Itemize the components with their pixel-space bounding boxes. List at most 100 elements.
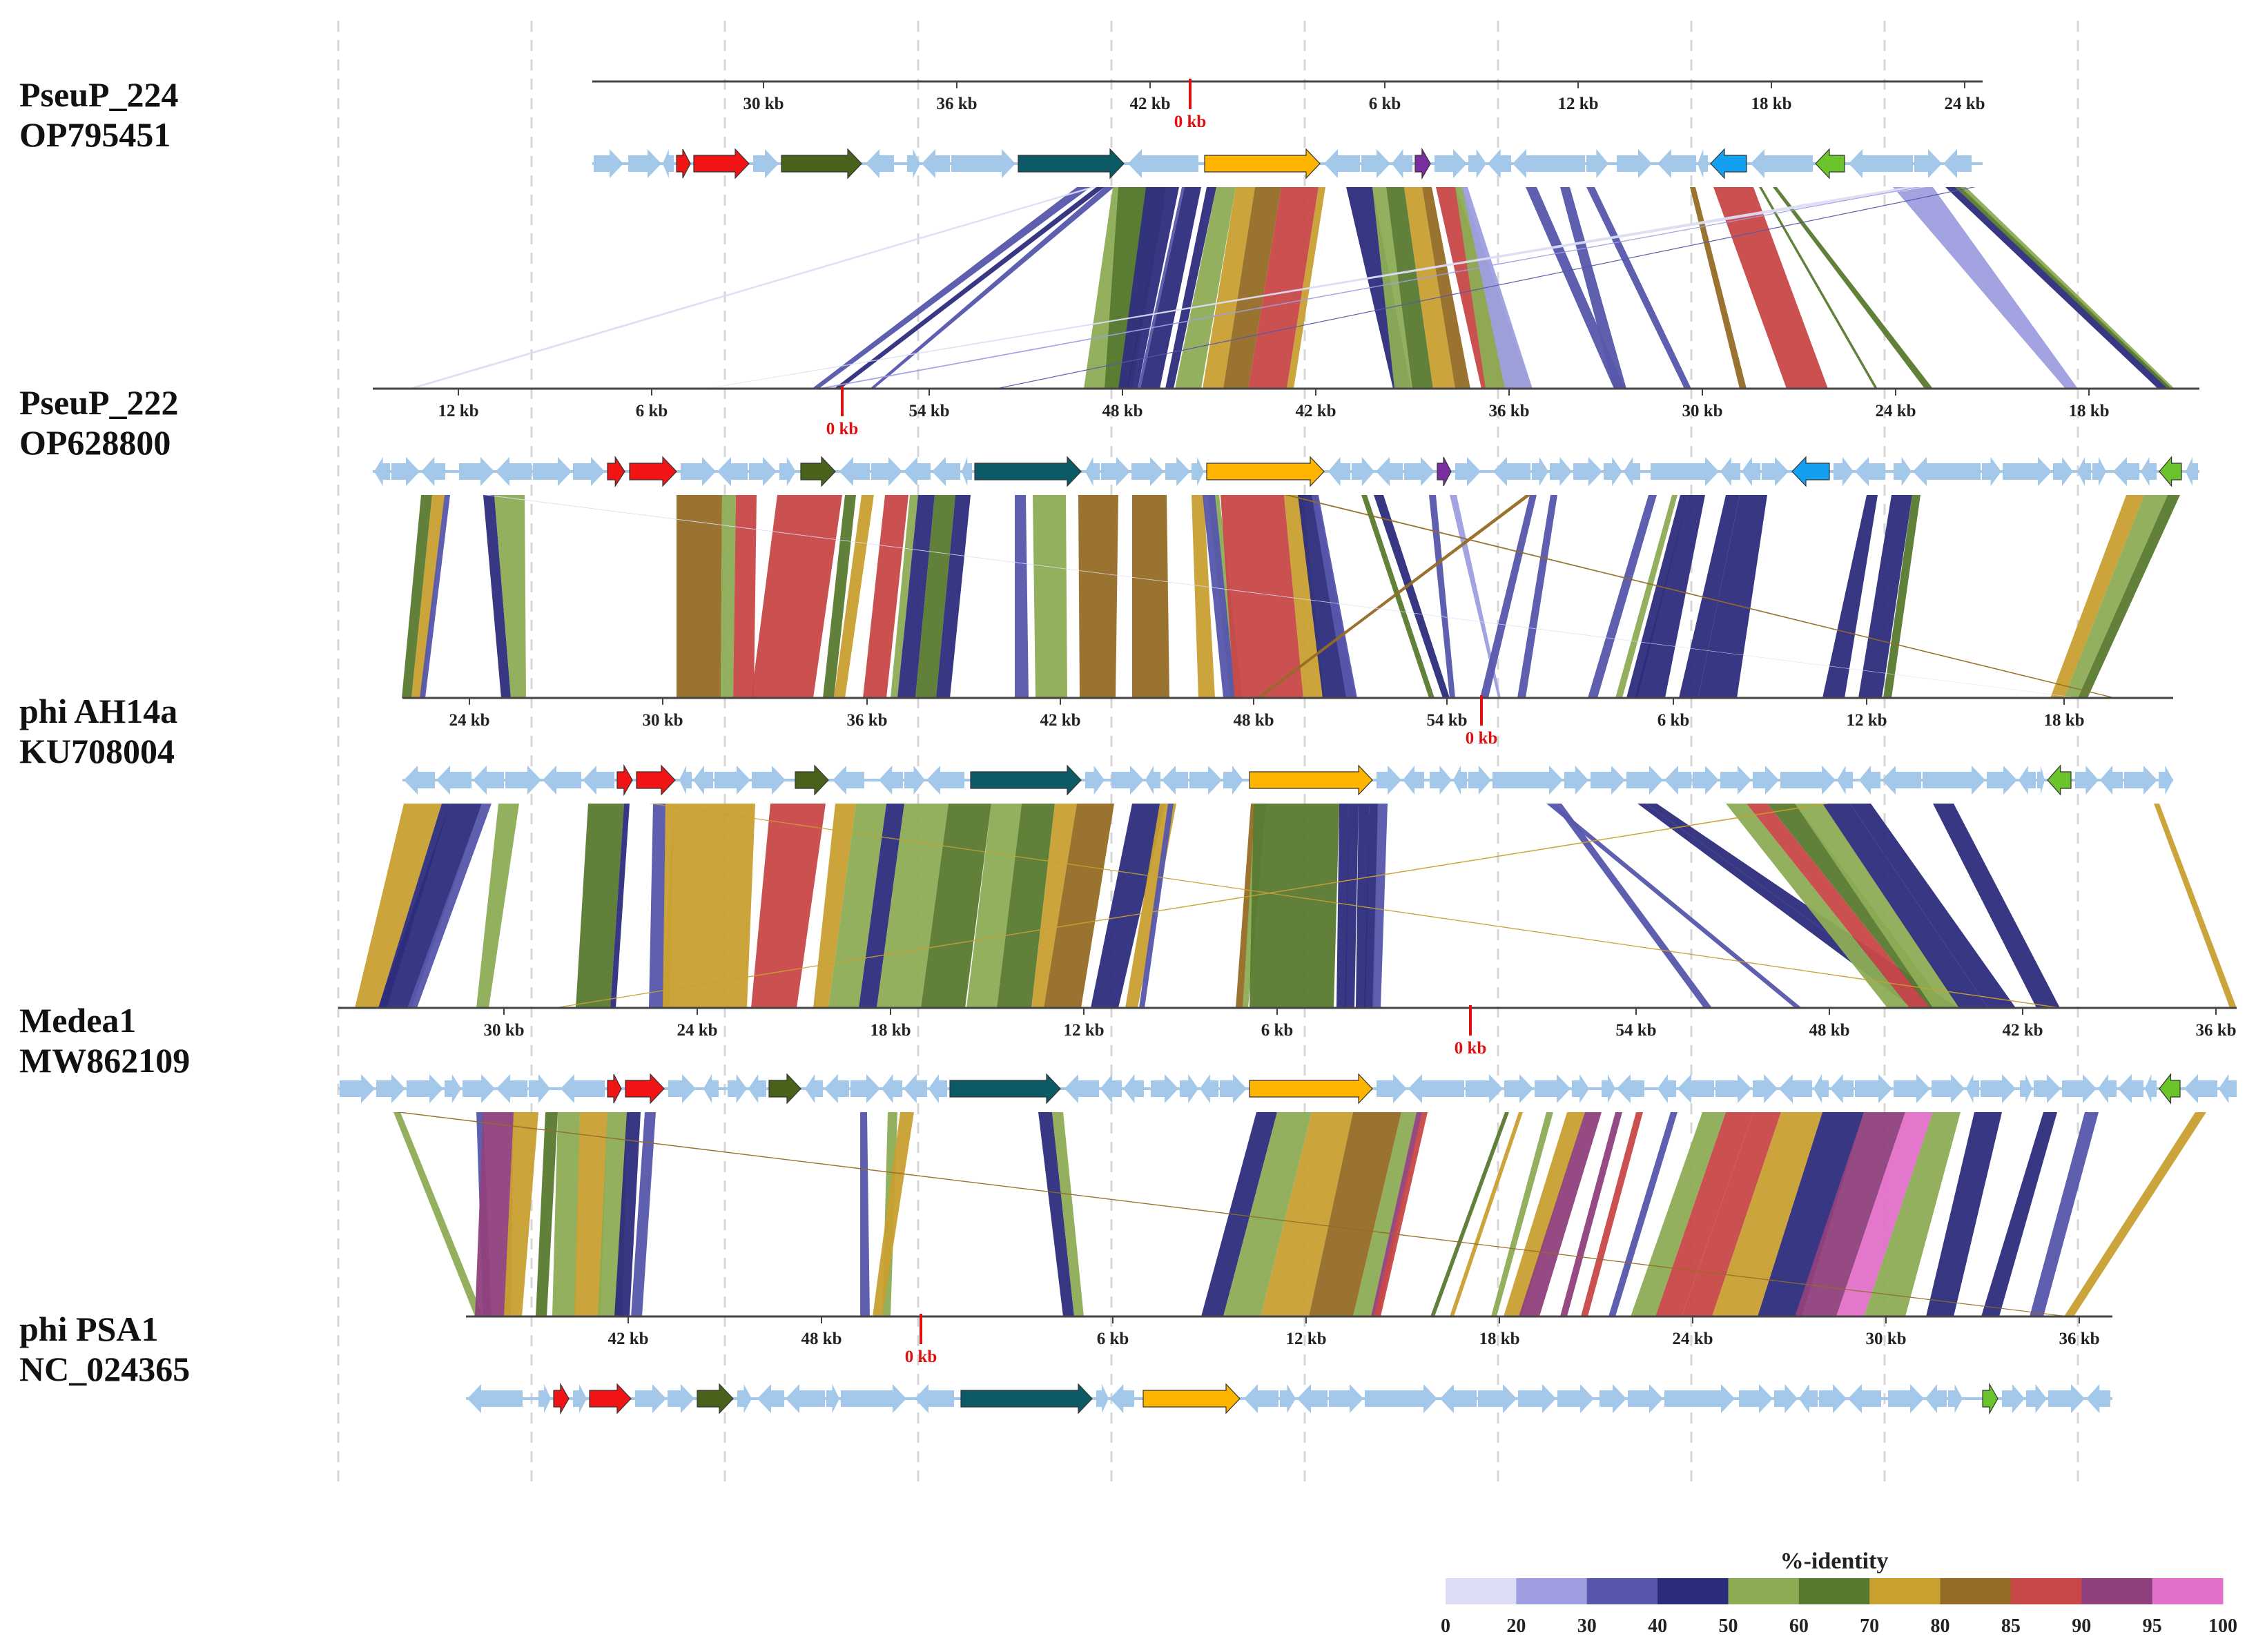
similarity-ribbon xyxy=(1933,804,2060,1008)
gene-arrow-red xyxy=(589,1383,632,1415)
similarity-ribbon xyxy=(1883,495,1920,698)
gene-arrow xyxy=(1492,766,1563,795)
gene-arrow xyxy=(1894,457,1912,486)
gene-arrow xyxy=(1628,1384,1663,1413)
origin-label: 0 kb xyxy=(905,1348,937,1366)
genome-label-4: Medea1 MW862109 xyxy=(19,1000,190,1080)
genome-label-3: phi AH14a KU708004 xyxy=(19,691,177,771)
similarity-ribbon xyxy=(1560,1112,1622,1316)
similarity-ribbon xyxy=(1822,804,1988,1008)
similarity-ribbon xyxy=(1491,1112,1553,1316)
similarity-ribbon xyxy=(1345,804,1359,1008)
similarity-ribbon xyxy=(576,804,624,1008)
similarity-ribbon xyxy=(1608,1112,1678,1316)
gene-arrow xyxy=(1488,149,1511,178)
gene-arrow xyxy=(635,1384,666,1413)
axis-tick-label: 30 kb xyxy=(1865,1330,1906,1348)
axis-tick-label: 18 kb xyxy=(1751,95,1791,113)
similarity-ribbon xyxy=(504,1112,538,1316)
gene-arrow xyxy=(628,149,661,178)
gene-arrow xyxy=(693,766,713,795)
axis-tick-label: 24 kb xyxy=(449,711,489,730)
similarity-ribbon xyxy=(721,495,736,698)
gene-arrow xyxy=(850,1074,880,1103)
gene-arrow xyxy=(1657,149,1696,178)
gene-arrow-red xyxy=(616,764,633,797)
legend-label: 70 xyxy=(1860,1615,1879,1637)
gene-arrow xyxy=(1925,1384,1947,1413)
gene-arrow xyxy=(1888,1384,1924,1413)
axis-tick-label: 30 kb xyxy=(743,95,784,113)
gene-arrow xyxy=(1586,149,1608,178)
axis-tick-label: 48 kb xyxy=(801,1330,842,1348)
gene-arrow xyxy=(2184,1074,2217,1103)
similarity-ribbon xyxy=(1526,187,1625,389)
similarity-ribbon xyxy=(1223,1112,1312,1316)
gene-arrow xyxy=(1753,766,1779,795)
gene-arrow xyxy=(1128,149,1198,178)
gene-arrow xyxy=(1151,1074,1178,1103)
similarity-ribbon xyxy=(1450,1112,1523,1316)
similarity-ribbon xyxy=(1635,495,1705,698)
axis-tick-label: 12 kb xyxy=(438,402,478,420)
gene-arrow xyxy=(473,766,504,795)
gene-arrow xyxy=(2145,1074,2157,1103)
similarity-ribbon xyxy=(813,804,856,1008)
similarity-ribbon xyxy=(1132,495,1169,698)
gene-arrow xyxy=(681,457,716,486)
gene-arrow xyxy=(1123,1074,1144,1103)
gene-arrow xyxy=(1753,1074,1778,1103)
gene-arrow xyxy=(1720,457,1740,486)
similarity-ribbon xyxy=(1249,804,1339,1008)
gene-arrow xyxy=(1145,766,1160,795)
gene-arrow xyxy=(1532,457,1548,486)
gene-arrow xyxy=(1848,1384,1881,1413)
gene-arrow xyxy=(932,457,960,486)
gene-arrow xyxy=(882,1074,902,1103)
similarity-ribbon xyxy=(966,804,1022,1008)
similarity-ribbon xyxy=(476,804,519,1008)
similarity-ribbon xyxy=(1031,804,1077,1008)
gene-arrow xyxy=(1943,149,1972,178)
similarity-ribbon xyxy=(1615,495,1678,698)
gene-arrow xyxy=(841,1384,906,1413)
similarity-ribbon xyxy=(1422,187,1470,389)
similarity-ribbon xyxy=(1955,187,2172,389)
gene-arrow xyxy=(1064,1074,1099,1103)
similarity-ribbon xyxy=(1726,804,1909,1008)
gene-arrow xyxy=(1651,457,1719,486)
axis-tick-label: 36 kb xyxy=(846,711,887,730)
similarity-ribbon xyxy=(1015,495,1029,698)
gene-arrow xyxy=(505,766,541,795)
gene-arrow xyxy=(928,1074,947,1103)
similarity-ribbon xyxy=(1690,187,1747,389)
legend-title: %-identity xyxy=(1780,1548,1889,1574)
axis-tick-label: 24 kb xyxy=(1944,95,1985,113)
legend-label: 50 xyxy=(1718,1615,1738,1637)
gene-arrow xyxy=(1328,457,1350,486)
similarity-ribbon xyxy=(1713,187,1828,389)
similarity-ribbon xyxy=(834,187,1105,389)
similarity-ribbon xyxy=(915,495,955,698)
legend-label: 80 xyxy=(1931,1615,1950,1637)
gene-arrow xyxy=(573,457,605,486)
gene-arrow xyxy=(2098,1074,2117,1103)
gene-arrow xyxy=(1365,1384,1437,1413)
genome-accession: KU708004 xyxy=(19,732,175,770)
similarity-ribbon xyxy=(751,804,826,1008)
axis-tick-label: 36 kb xyxy=(2059,1330,2099,1348)
axis-tick-label: 18 kb xyxy=(1479,1330,1519,1348)
gene-arrow xyxy=(1392,149,1412,178)
similarity-ribbon xyxy=(1795,804,1961,1008)
similarity-ribbon xyxy=(1631,1112,1726,1316)
gene-arrow xyxy=(2037,766,2045,795)
gene-arrow xyxy=(748,1074,766,1103)
similarity-ribbon xyxy=(1553,804,1712,1008)
gene-arrow xyxy=(2118,1074,2143,1103)
similarity-ribbon xyxy=(1517,495,1557,698)
similarity-ribbon xyxy=(1256,495,1531,698)
gene-arrow xyxy=(1855,1074,1892,1103)
gene-arrow xyxy=(533,457,572,486)
similarity-ribbon xyxy=(355,804,442,1008)
legend-label: 95 xyxy=(2143,1615,2162,1637)
